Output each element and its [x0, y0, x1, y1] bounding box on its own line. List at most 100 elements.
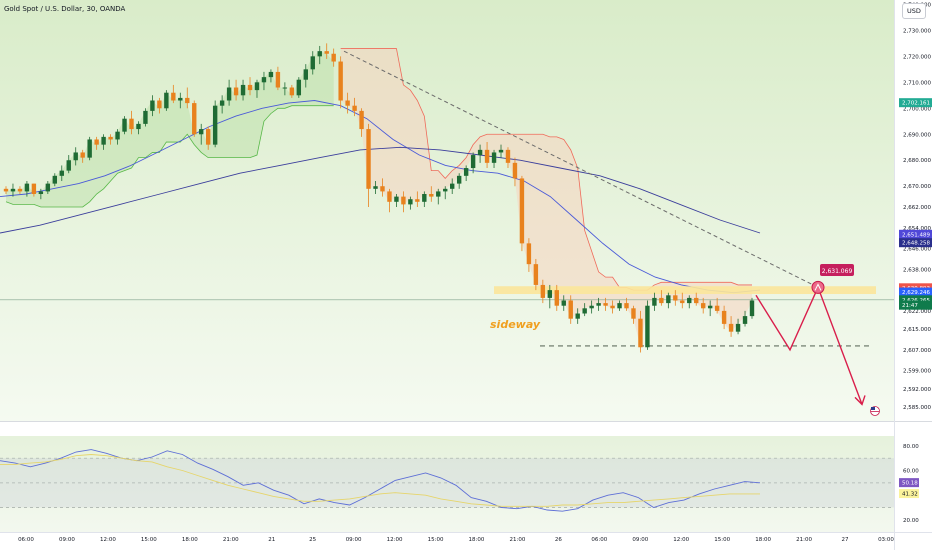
time-tick-label: 12:00	[673, 537, 689, 543]
rsi-ma-line	[0, 454, 760, 507]
time-tick-label: 09:00	[632, 537, 648, 543]
price-tick-label: 2,670.000	[903, 184, 931, 190]
rsi-badge	[899, 478, 919, 488]
price-tick-label: 2,700.000	[903, 106, 931, 112]
rsi-badge-label: 50.18	[902, 481, 918, 487]
time-tick-label: 15:00	[714, 537, 730, 543]
candle-body	[17, 188, 23, 192]
candle-body	[659, 297, 664, 304]
candle-body	[366, 129, 371, 189]
candle-body	[331, 53, 336, 62]
candle-body	[463, 168, 469, 176]
chart-title: Gold Spot / U.S. Dollar, 30, OANDA	[4, 5, 126, 13]
candle-body	[282, 87, 288, 89]
candle-body	[261, 77, 267, 83]
target-label: 2,631.069	[822, 268, 853, 275]
price-badge-label: 21:47	[902, 303, 918, 309]
candle-body	[94, 139, 99, 145]
candle-body	[526, 243, 532, 265]
candle-body	[582, 308, 587, 314]
time-tick-label: 27	[842, 537, 849, 543]
candle-body	[547, 290, 553, 298]
candle-body	[694, 297, 699, 304]
candle-body	[136, 123, 141, 130]
candle-body	[247, 84, 253, 91]
price-tick-label: 2,607.000	[903, 348, 931, 354]
candle-body	[80, 152, 85, 158]
candle-body	[408, 199, 413, 205]
candle-body	[512, 162, 518, 179]
resistance-band-fill	[340, 48, 752, 348]
rsi-band	[0, 458, 894, 508]
time-tick-label: 21:00	[509, 537, 525, 543]
candle-body	[310, 56, 315, 70]
price-tick-label: 2,646.000	[903, 247, 931, 253]
candle-body	[254, 82, 260, 91]
candle-body	[359, 110, 364, 130]
time-tick-label: 18:00	[182, 537, 198, 543]
candle-body	[645, 305, 650, 348]
candle-body	[199, 129, 204, 135]
candle-body	[101, 136, 106, 145]
candle-body	[687, 297, 692, 304]
candle-body	[178, 97, 183, 101]
price-tick-label: 2,662.000	[903, 205, 931, 211]
target-label-box	[820, 264, 854, 276]
candle-body	[401, 196, 406, 205]
price-badge	[899, 98, 932, 108]
candle-body	[589, 305, 594, 309]
ema-fast-line	[0, 100, 761, 294]
candle-body	[185, 97, 190, 104]
candle-body	[470, 155, 476, 169]
candle-body	[240, 84, 246, 96]
candle-body	[157, 100, 162, 109]
candle-body	[219, 100, 225, 106]
rsi-tick-label: 60.00	[903, 469, 919, 475]
price-badge-label: 2,702.161	[902, 101, 930, 107]
candle-body	[638, 318, 643, 348]
candle-body	[436, 191, 441, 197]
currency-button[interactable]: USD	[902, 3, 926, 19]
candle-body	[212, 105, 218, 145]
candle-body	[115, 131, 120, 140]
candle-body	[324, 51, 329, 54]
candle-body	[450, 183, 455, 189]
candle-body	[456, 175, 462, 184]
target-marker-glyph	[814, 283, 822, 291]
candle-body	[108, 136, 113, 140]
candle-body	[477, 149, 483, 156]
price-tick-label: 2,654.000	[903, 226, 931, 232]
rsi-badge	[899, 489, 919, 499]
resistance-trail-line	[340, 48, 752, 291]
candle-body	[742, 316, 748, 324]
candle-body	[303, 69, 308, 80]
candle-body	[66, 160, 71, 171]
candle-body	[443, 188, 448, 192]
candle-body	[205, 129, 211, 145]
candle-body	[45, 183, 51, 192]
candle-body	[610, 305, 615, 309]
sideway-label: sideway	[490, 318, 541, 331]
candle-body	[700, 303, 706, 309]
price-badge	[899, 295, 932, 305]
candle-body	[422, 194, 427, 202]
candle-body	[491, 152, 497, 163]
candle-body	[129, 118, 134, 130]
time-tick-label: 12:00	[387, 537, 403, 543]
candle-body	[603, 303, 608, 306]
candle-body	[38, 191, 44, 195]
candle-body	[143, 110, 148, 124]
price-tick-label: 2,592.000	[903, 387, 931, 393]
candle-body	[296, 79, 302, 96]
candle-body	[59, 170, 64, 176]
time-tick-label: 21	[268, 537, 275, 543]
candle-body	[533, 264, 539, 285]
ema-slow-line	[0, 146, 761, 234]
time-tick-label: 12:00	[100, 537, 116, 543]
candle-body	[666, 295, 671, 304]
candle-body	[554, 290, 559, 306]
candle-body	[338, 61, 343, 101]
candle-body	[721, 310, 727, 324]
candle-body	[352, 105, 357, 111]
